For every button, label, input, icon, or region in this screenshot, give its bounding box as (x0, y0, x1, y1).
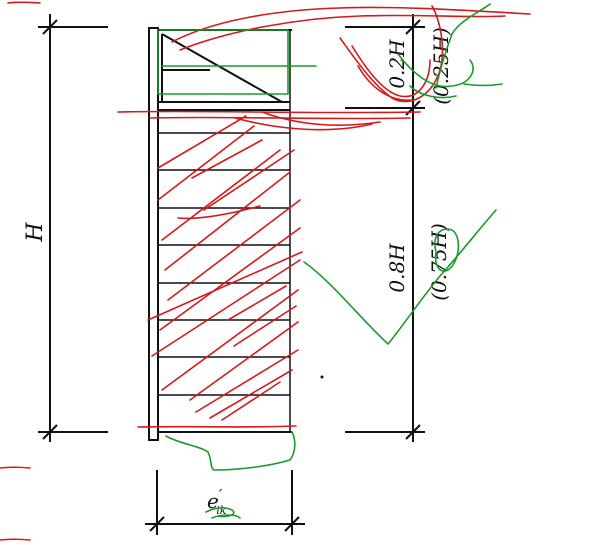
width-label: e′ ik (207, 486, 227, 517)
top-triangle-zone (158, 33, 290, 111)
width-label-prime: ′ (219, 486, 223, 504)
total-height-label: H (23, 222, 48, 243)
width-dimension (145, 470, 305, 535)
width-label-main: e (207, 489, 219, 513)
stray-dot (320, 375, 324, 379)
technical-drawing (38, 14, 425, 535)
width-label-subscript: ik (216, 504, 227, 517)
bottom-zone-alt-label: (0.75H) (427, 223, 451, 301)
green-markup (157, 3, 503, 519)
red-markup (0, 1, 531, 541)
bottom-zone-label: 0.8H (385, 243, 409, 293)
height-dimension-left (38, 14, 108, 442)
hatch-lines (158, 132, 290, 396)
